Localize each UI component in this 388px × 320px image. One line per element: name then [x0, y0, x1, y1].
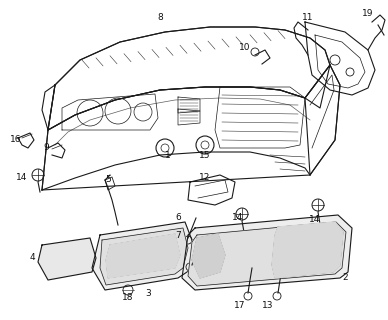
- Text: 13: 13: [262, 300, 274, 309]
- Text: 10: 10: [239, 44, 251, 52]
- Text: 8: 8: [157, 13, 163, 22]
- Text: 14: 14: [16, 173, 28, 182]
- Polygon shape: [272, 222, 343, 278]
- Polygon shape: [188, 222, 346, 286]
- Text: 2: 2: [342, 274, 348, 283]
- Polygon shape: [182, 215, 352, 290]
- Text: 9: 9: [43, 143, 49, 153]
- Text: 15: 15: [199, 150, 211, 159]
- Text: 14: 14: [232, 213, 244, 222]
- Text: 7: 7: [175, 231, 181, 241]
- Polygon shape: [106, 234, 180, 278]
- Text: 16: 16: [10, 135, 22, 145]
- Text: 18: 18: [122, 293, 134, 302]
- Text: 14: 14: [309, 215, 321, 225]
- Polygon shape: [38, 238, 96, 280]
- Text: 4: 4: [29, 253, 35, 262]
- Polygon shape: [92, 222, 195, 290]
- Text: 19: 19: [362, 10, 374, 19]
- Text: 1: 1: [165, 150, 171, 159]
- Text: 17: 17: [234, 300, 246, 309]
- Polygon shape: [192, 234, 225, 278]
- Text: 12: 12: [199, 173, 211, 182]
- Polygon shape: [100, 228, 188, 285]
- Text: 11: 11: [302, 13, 314, 22]
- Text: 6: 6: [175, 213, 181, 222]
- Text: 5: 5: [105, 175, 111, 185]
- Text: 3: 3: [145, 290, 151, 299]
